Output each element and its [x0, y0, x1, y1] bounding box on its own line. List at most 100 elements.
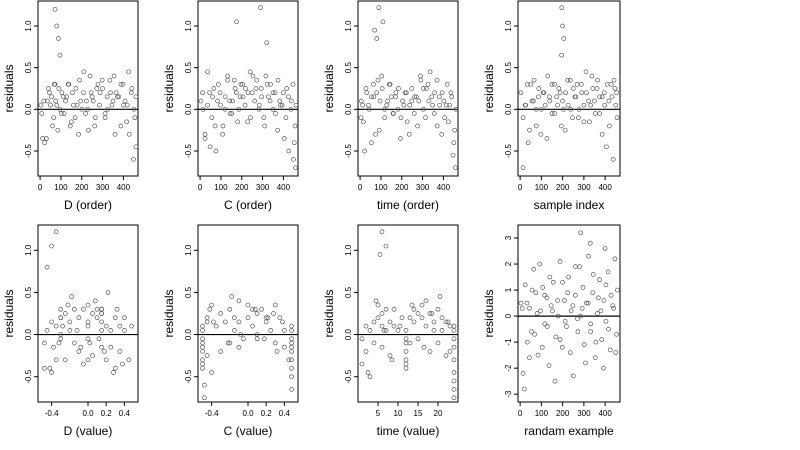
data-point [263, 319, 269, 325]
data-point [272, 90, 278, 96]
data-point [204, 353, 210, 358]
y-axis-label: residuals [322, 64, 336, 112]
data-point [522, 386, 527, 392]
plot-frame [37, 0, 139, 177]
data-point [85, 323, 91, 329]
data-point [235, 119, 240, 125]
data-point [85, 336, 91, 342]
data-point [407, 315, 413, 321]
data-point [65, 302, 71, 308]
data-point [561, 298, 567, 303]
data-point [210, 94, 215, 100]
data-point [390, 111, 396, 116]
data-point [555, 102, 560, 108]
y-axis-label: residuals [322, 289, 336, 337]
data-point [268, 81, 273, 87]
data-point [42, 365, 47, 371]
data-point [92, 298, 98, 304]
data-point [563, 90, 568, 96]
data-point [519, 305, 525, 311]
data-point [289, 344, 294, 350]
data-point [66, 81, 72, 87]
data-point [216, 81, 221, 87]
data-point [272, 340, 278, 346]
data-point [115, 94, 120, 100]
data-point [56, 86, 62, 91]
data-point [111, 73, 117, 79]
x-tick-label: 100 [535, 183, 549, 192]
data-point [50, 123, 55, 129]
data-point [85, 319, 91, 325]
data-point [362, 148, 368, 154]
data-point [575, 316, 580, 322]
plot-frame [517, 0, 621, 177]
data-point [415, 336, 421, 342]
data-point [248, 115, 253, 121]
data-point [62, 311, 68, 316]
data-point [361, 119, 366, 125]
data-point [431, 319, 437, 325]
data-point [234, 19, 239, 25]
y-tick-label: 0.5 [344, 286, 353, 298]
data-point [236, 106, 242, 112]
data-point [584, 300, 589, 306]
data-point [200, 349, 205, 354]
data-point [577, 264, 582, 269]
data-point [250, 323, 255, 329]
data-point [429, 311, 435, 316]
data-point [451, 370, 457, 375]
data-point [58, 332, 64, 337]
data-point [126, 131, 132, 137]
data-point [374, 90, 380, 96]
data-point [245, 90, 251, 96]
x-tick-label: 5 [376, 409, 381, 418]
data-point [126, 69, 131, 75]
y-tick-label: 1.0 [504, 20, 513, 32]
data-point [520, 165, 526, 171]
data-point [264, 81, 270, 87]
x-tick-label: 100 [54, 183, 68, 192]
data-point [533, 106, 539, 112]
data-point [432, 90, 438, 96]
data-point [547, 98, 553, 104]
data-point [558, 123, 564, 129]
data-point [541, 90, 547, 96]
data-point [247, 69, 253, 75]
data-point [380, 19, 386, 25]
data-point [215, 98, 220, 104]
data-point [554, 94, 560, 100]
data-point [274, 349, 280, 354]
data-point [207, 90, 213, 96]
data-point [568, 106, 574, 112]
data-point [451, 336, 457, 342]
data-point [610, 303, 616, 309]
data-point [418, 73, 423, 79]
data-point [118, 123, 124, 129]
data-point [518, 90, 524, 96]
data-point [530, 98, 536, 104]
data-point [209, 302, 214, 308]
data-point [62, 357, 68, 363]
data-point [118, 81, 124, 87]
data-point [282, 344, 287, 350]
data-point [108, 344, 114, 350]
data-point [427, 311, 433, 316]
x-tick-label: 0 [38, 183, 43, 192]
data-point [358, 98, 364, 104]
data-point [612, 86, 618, 91]
data-point [200, 106, 206, 112]
data-point [425, 81, 431, 87]
y-tick-label: 0.5 [24, 62, 33, 74]
x-axis-label: D (order) [64, 198, 112, 212]
x-tick-label: 400 [598, 183, 612, 192]
data-point [439, 328, 445, 333]
data-point [411, 111, 417, 116]
data-point [604, 81, 610, 87]
data-point [218, 311, 224, 316]
x-tick-label: 200 [235, 183, 249, 192]
x-tick-label: 0 [198, 183, 203, 192]
y-tick-label: -0.5 [504, 144, 513, 158]
data-point [200, 344, 205, 350]
data-point [403, 349, 409, 354]
data-point [549, 81, 555, 87]
